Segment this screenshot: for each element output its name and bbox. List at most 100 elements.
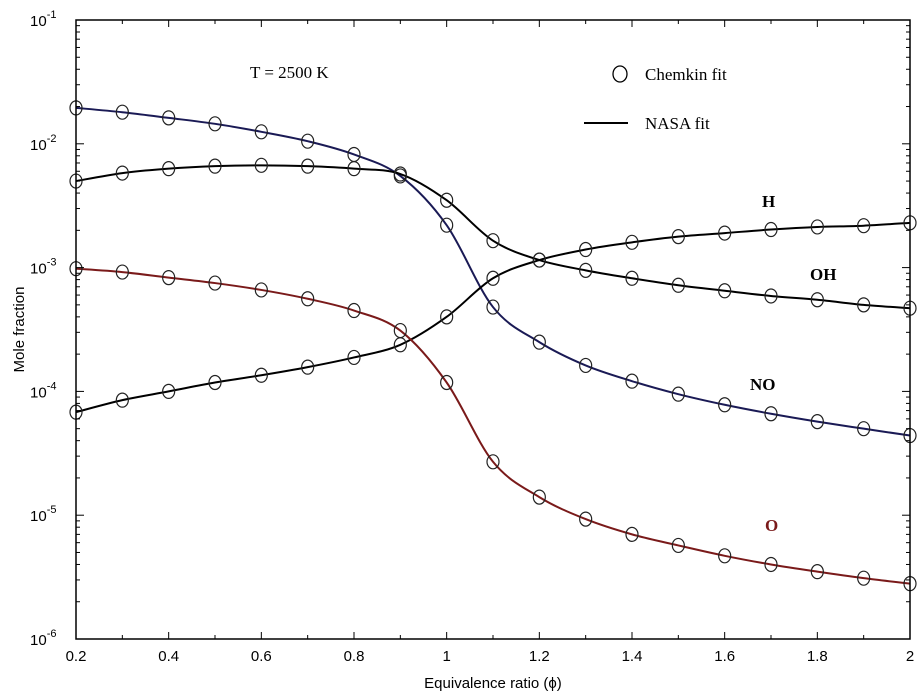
y-axis-title: Mole fraction (11, 287, 28, 373)
y-tick-label: 10-6 (30, 628, 56, 649)
data-point-o (301, 291, 315, 307)
data-point-o (347, 302, 361, 319)
data-point-no (857, 421, 871, 437)
data-point-h (115, 392, 129, 408)
data-point-no (440, 217, 454, 233)
data-point-h (254, 367, 268, 383)
data-point-oh (393, 166, 407, 182)
data-point-oh (857, 297, 871, 313)
data-point-no (208, 116, 222, 132)
series-label-layer: H OH NO O (750, 192, 836, 535)
series-label-o: O (765, 516, 778, 535)
data-point-h (718, 225, 732, 241)
data-point-oh (671, 277, 685, 293)
data-point-oh (486, 233, 500, 249)
data-point-h (486, 270, 500, 286)
data-point-oh (208, 158, 222, 174)
data-point-no (115, 104, 129, 120)
data-point-o (810, 564, 824, 580)
marker-layer (69, 100, 917, 592)
plot-frame (75, 19, 911, 640)
series-line-oh (75, 164, 911, 310)
data-point-oh (301, 158, 315, 174)
data-point-no (579, 357, 593, 374)
data-point-o (254, 282, 268, 298)
data-point-o (532, 489, 546, 505)
legend-marker-icon (612, 65, 628, 83)
y-tick-label: 10-2 (30, 133, 56, 154)
x-tick-label: 0.6 (251, 648, 272, 665)
series-line-o (75, 267, 911, 585)
data-point-h (301, 359, 315, 375)
data-point-oh (440, 192, 454, 208)
legend-nasa-label: NASA fit (645, 114, 710, 133)
data-point-no (301, 133, 315, 149)
y-tick-label: 10-1 (30, 9, 56, 30)
data-point-no (671, 386, 685, 402)
x-tick-label: 0.4 (158, 648, 179, 665)
data-point-oh (579, 262, 593, 278)
data-point-no (718, 397, 732, 413)
x-tick-label: 0.2 (66, 648, 87, 665)
data-point-h (625, 234, 639, 250)
data-point-o (764, 556, 778, 573)
data-point-o (625, 526, 639, 542)
x-tick-label: 2 (906, 648, 914, 665)
data-point-no (254, 124, 268, 140)
data-point-h (764, 221, 778, 238)
x-axis-title: Equivalence ratio (ϕ) (424, 675, 562, 692)
x-tick-label: 0.8 (344, 648, 365, 665)
data-point-h (162, 383, 176, 399)
temperature-annotation: T = 2500 K (250, 63, 329, 82)
series-label-no: NO (750, 375, 776, 394)
x-tick-label: 1 (442, 648, 450, 665)
series-line-h (75, 221, 911, 414)
data-point-o (440, 374, 454, 391)
data-point-oh (625, 270, 639, 286)
series-label-h: H (762, 192, 775, 211)
data-point-no (486, 299, 500, 315)
tick-layer: 0.2 0.4 0.6 0.8 1 1.2 1.4 1.6 1.8 2 10-6 10-5 10-4 10… (30, 9, 914, 665)
data-point-o (579, 511, 593, 527)
x-tick-label: 1.8 (807, 648, 828, 665)
legend-chemkin-label: Chemkin fit (645, 65, 727, 84)
data-point-o (115, 264, 129, 280)
data-point-oh (347, 161, 361, 177)
data-point-h (857, 218, 871, 234)
data-point-o (393, 322, 407, 339)
data-point-oh (718, 283, 732, 299)
data-point-o (162, 270, 176, 286)
x-tick-label: 1.4 (622, 648, 643, 665)
data-point-oh (162, 161, 176, 177)
data-point-oh (254, 157, 268, 173)
data-point-h (579, 241, 593, 258)
data-point-h (208, 374, 222, 391)
data-point-no (532, 334, 546, 350)
data-point-o (208, 275, 222, 291)
data-point-oh (115, 165, 129, 181)
series-label-oh: OH (810, 265, 836, 284)
y-tick-label: 10-5 (30, 504, 56, 525)
data-point-oh (810, 292, 824, 308)
y-tick-label: 10-3 (30, 257, 56, 278)
data-point-no (625, 373, 639, 389)
data-point-h (440, 309, 454, 325)
data-point-h (671, 228, 685, 245)
data-point-h (347, 349, 361, 366)
data-point-o (486, 454, 500, 470)
data-point-oh (764, 288, 778, 304)
data-point-no (162, 110, 176, 126)
data-point-h (810, 219, 824, 235)
series-line-no (75, 106, 911, 437)
series-layer (75, 106, 911, 585)
data-point-h (532, 252, 546, 268)
x-tick-label: 1.2 (529, 648, 550, 665)
data-point-o (718, 548, 732, 564)
y-tick-label: 10-4 (30, 380, 56, 401)
data-point-o (857, 570, 871, 586)
data-point-no (810, 414, 824, 430)
data-point-no (764, 406, 778, 422)
x-tick-label: 1.6 (714, 648, 735, 665)
legend: Chemkin fit NASA fit (584, 65, 727, 133)
